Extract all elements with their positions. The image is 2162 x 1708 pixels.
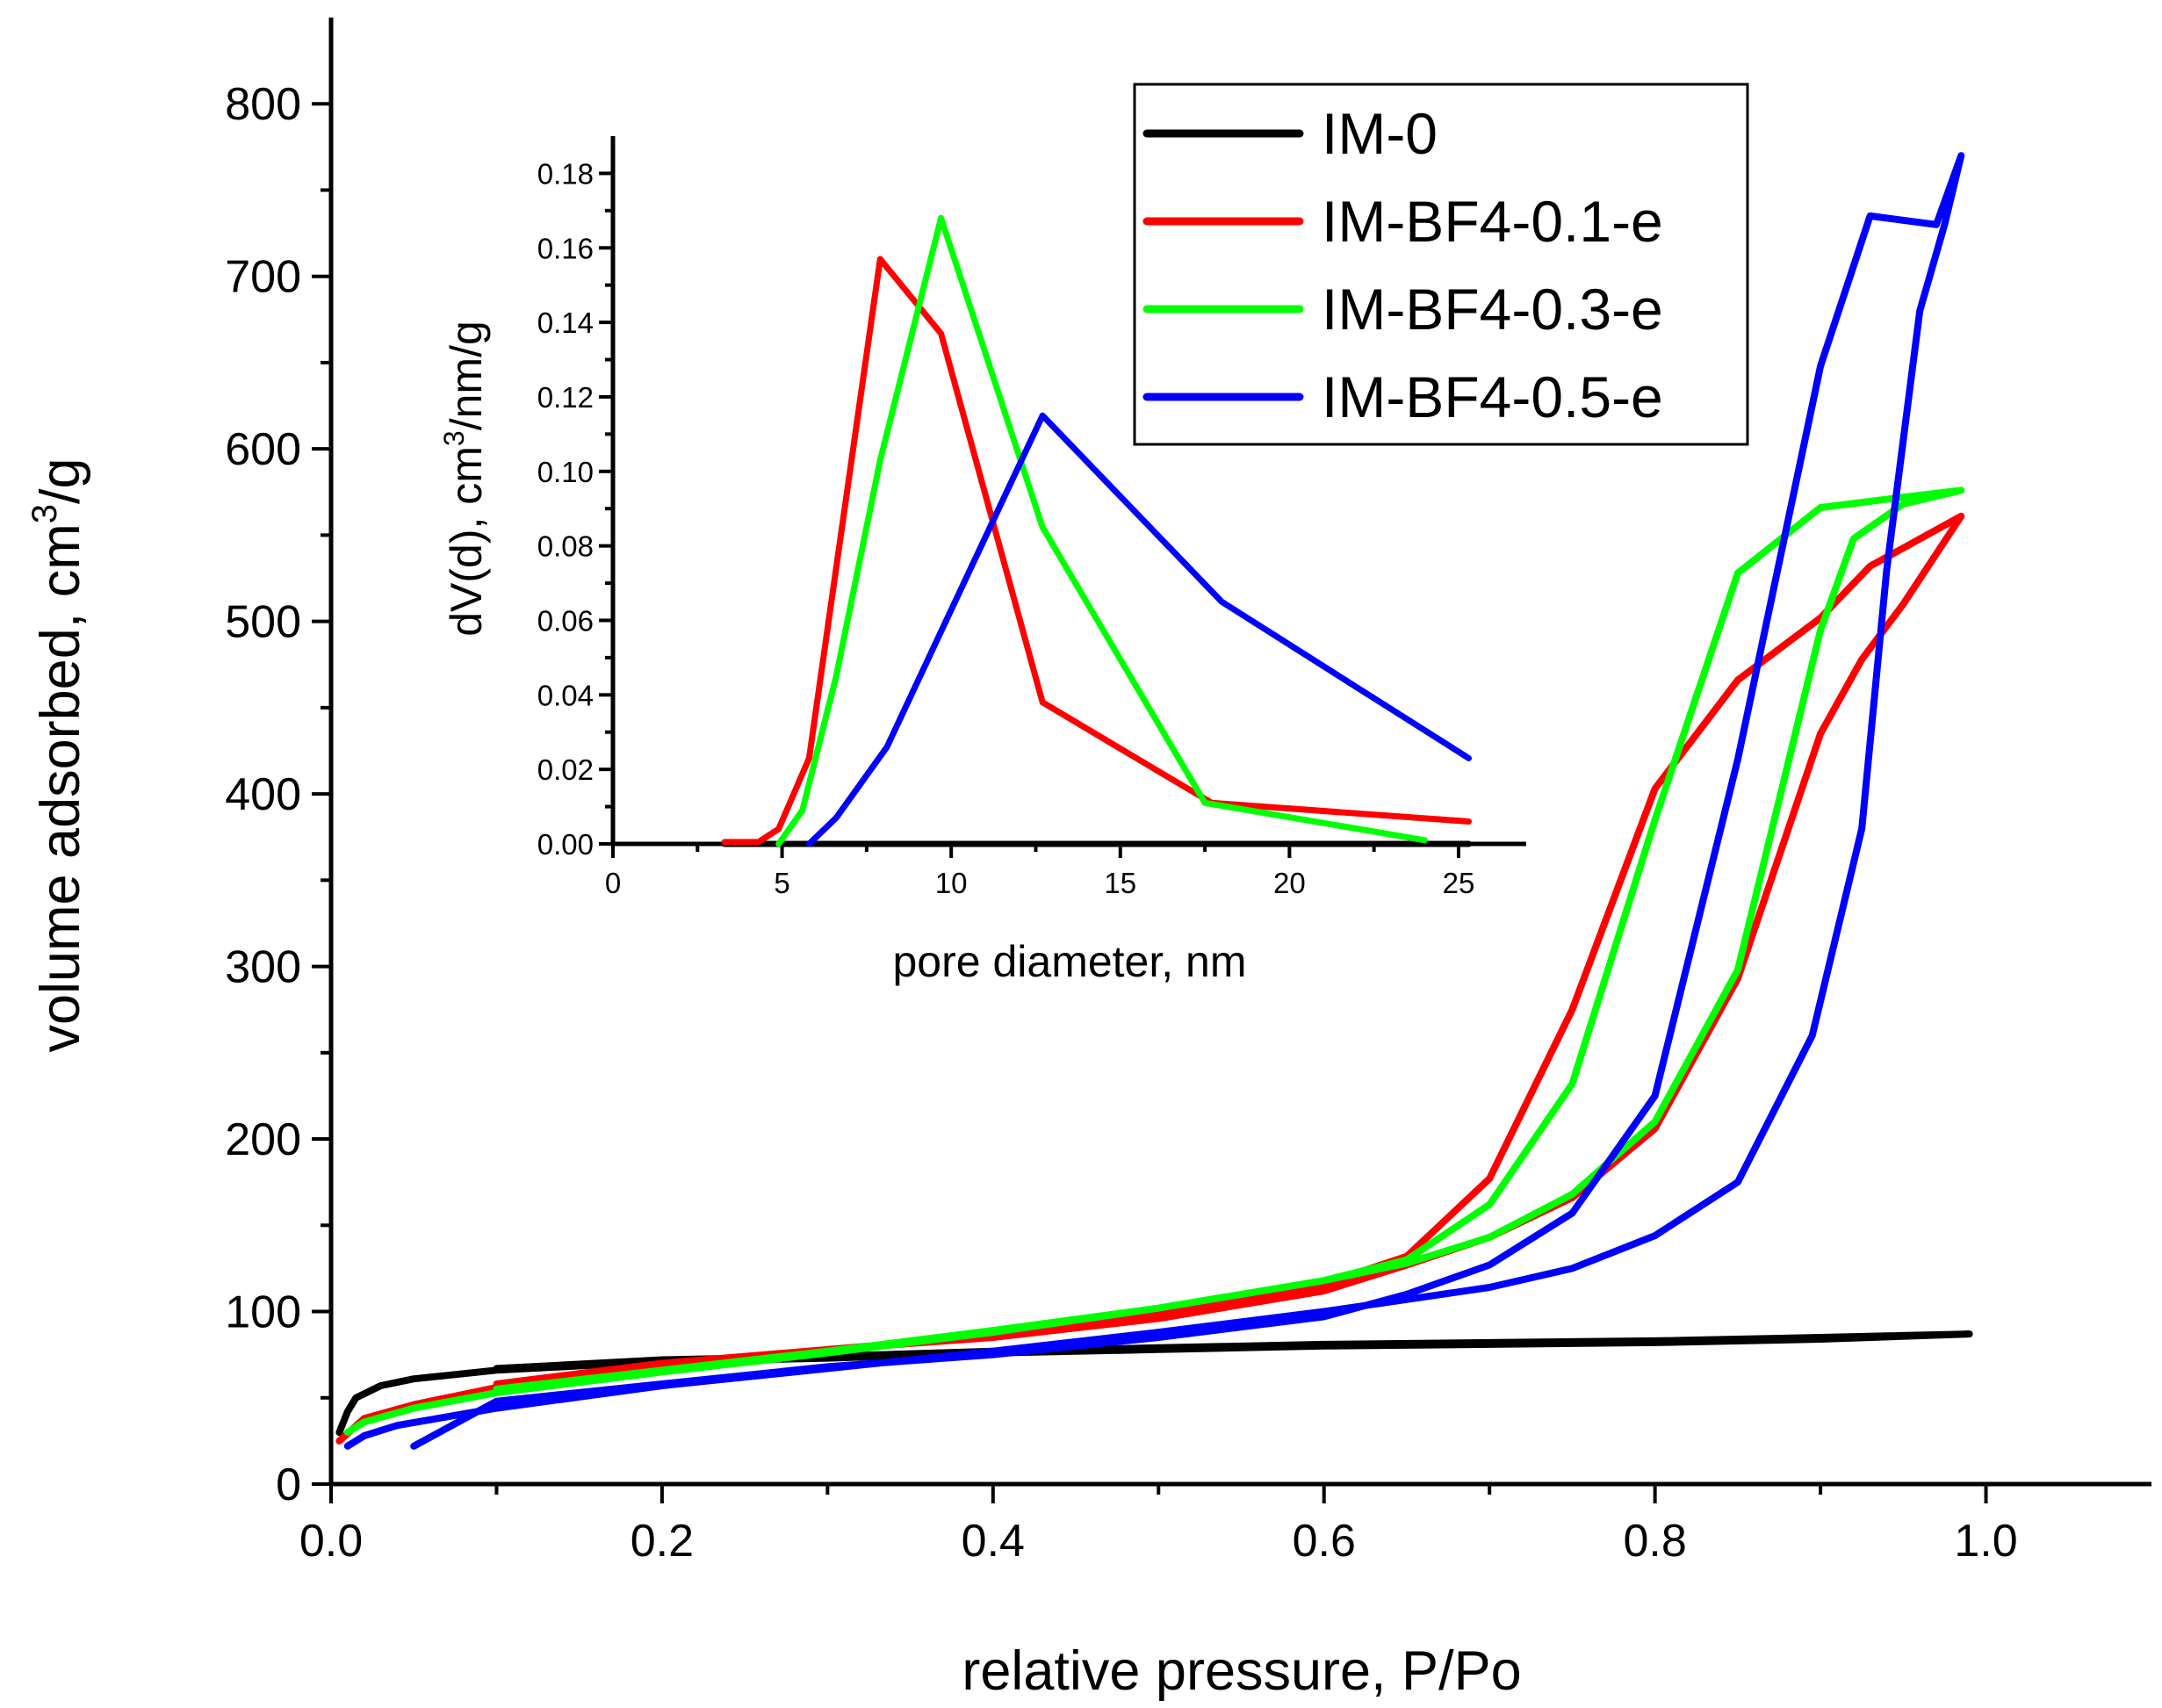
legend-label-im-bf4-0-1-e: IM-BF4-0.1-e <box>1322 189 1663 254</box>
inset-y-tick-label: 0.04 <box>537 679 594 711</box>
inset-y-tick-label: 0.10 <box>537 456 594 488</box>
inset-y-tick-label: 0.08 <box>537 530 594 563</box>
legend-box <box>1133 83 1749 446</box>
inset-y-tick-label: 0.06 <box>537 604 594 637</box>
main-chart: 0.0 0.2 0.4 0.6 0.8 1.00100200300400500600700… <box>25 18 2151 1702</box>
main-x-tick-label: 0.8 <box>1623 1516 1686 1567</box>
inset-x-tick-label: 15 <box>1104 867 1136 899</box>
main-y-tick-label: 600 <box>225 424 301 475</box>
legend-label-im-bf4-0-5-e: IM-BF4-0.5-e <box>1322 364 1663 429</box>
inset-x-axis-title: pore diameter, nm <box>893 937 1247 986</box>
main-y-tick-label: 100 <box>225 1287 301 1338</box>
inset-series-im-bf4-0-1-e <box>721 256 1472 846</box>
inset-x-tick-label: 10 <box>935 867 968 899</box>
legend: IM-0 IM-BF4-0.1-e IM-BF4-0.3-e IM-BF4-0.5-e <box>1133 83 1749 446</box>
main-y-axis-title: volume adsorbed, cm3/g <box>25 458 91 1052</box>
main-x-tick-label: 0.0 <box>299 1516 363 1567</box>
main-series-im-0 <box>335 1330 1973 1437</box>
inset-series-im-bf4-0-5-e <box>805 412 1472 847</box>
inset-y-axis-title-unit: /nm/g <box>442 321 491 430</box>
main-series-im-bf4-0-5-e <box>343 152 1965 1450</box>
inset-y-tick-label: 0.00 <box>537 828 594 861</box>
inset-x-tick-label: 5 <box>774 867 789 899</box>
main-y-tick-label: 800 <box>225 79 301 130</box>
main-y-tick-label: 300 <box>225 942 301 993</box>
legend-items: IM-0 IM-BF4-0.1-e IM-BF4-0.3-e IM-BF4-0.5-e <box>1142 101 1663 429</box>
inset-x-tick-label: 0 <box>605 867 621 899</box>
main-y-tick-label: 500 <box>225 597 301 648</box>
main-y-tick-label: 200 <box>225 1114 301 1165</box>
inset-y-tick-label: 0.18 <box>537 157 594 190</box>
main-series-im-bf4-0-3-e <box>343 486 1965 1437</box>
inset-y-tick-label: 0.02 <box>537 753 594 786</box>
legend-label-im-0: IM-0 <box>1322 101 1438 166</box>
inset-ticks: 0 5 10 15 20 25 0.00 0.02 0.04 0.06 0.08 0.10 0.12 0.… <box>537 157 1475 899</box>
main-y-tick-label: 700 <box>225 252 301 303</box>
main-y-tick-label: 0 <box>276 1459 301 1510</box>
inset-y-axis-title: dV(d), cm3/nm/g <box>438 321 491 637</box>
main-ticks: 0.0 0.2 0.4 0.6 0.8 1.00100200300400500600700… <box>225 79 2017 1567</box>
inset-series-im-bf4-0-3-e <box>775 214 1428 847</box>
main-series <box>335 152 1973 1450</box>
main-y-axis-title-superscript: 3 <box>25 504 64 523</box>
inset-series <box>721 214 1472 847</box>
main-x-tick-label: 0.6 <box>1293 1516 1356 1567</box>
inset-y-axis-title-text: dV(d), cm <box>442 446 491 637</box>
main-y-axis-title-unit: /g <box>30 458 91 504</box>
legend-label-im-bf4-0-3-e: IM-BF4-0.3-e <box>1322 277 1663 342</box>
main-y-tick-label: 400 <box>225 769 301 820</box>
main-y-axis-title-text: volume adsorbed, cm <box>30 523 91 1052</box>
inset-y-axis-title-superscript: 3 <box>438 430 470 446</box>
inset-y-tick-label: 0.14 <box>537 306 594 339</box>
main-x-tick-label: 1.0 <box>1954 1516 2017 1567</box>
inset-y-tick-label: 0.12 <box>537 381 594 414</box>
inset-y-tick-label: 0.16 <box>537 232 594 264</box>
main-x-axis-title: relative pressure, P/Po <box>962 1640 1521 1702</box>
inset-x-tick-label: 25 <box>1443 867 1475 899</box>
inset-chart: 0 5 10 15 20 25 0.00 0.02 0.04 0.06 0.08 0.10 0.12 0.… <box>438 136 1526 986</box>
inset-x-tick-label: 20 <box>1273 867 1306 899</box>
main-x-tick-label: 0.4 <box>962 1516 1025 1567</box>
main-x-tick-label: 0.2 <box>631 1516 694 1567</box>
